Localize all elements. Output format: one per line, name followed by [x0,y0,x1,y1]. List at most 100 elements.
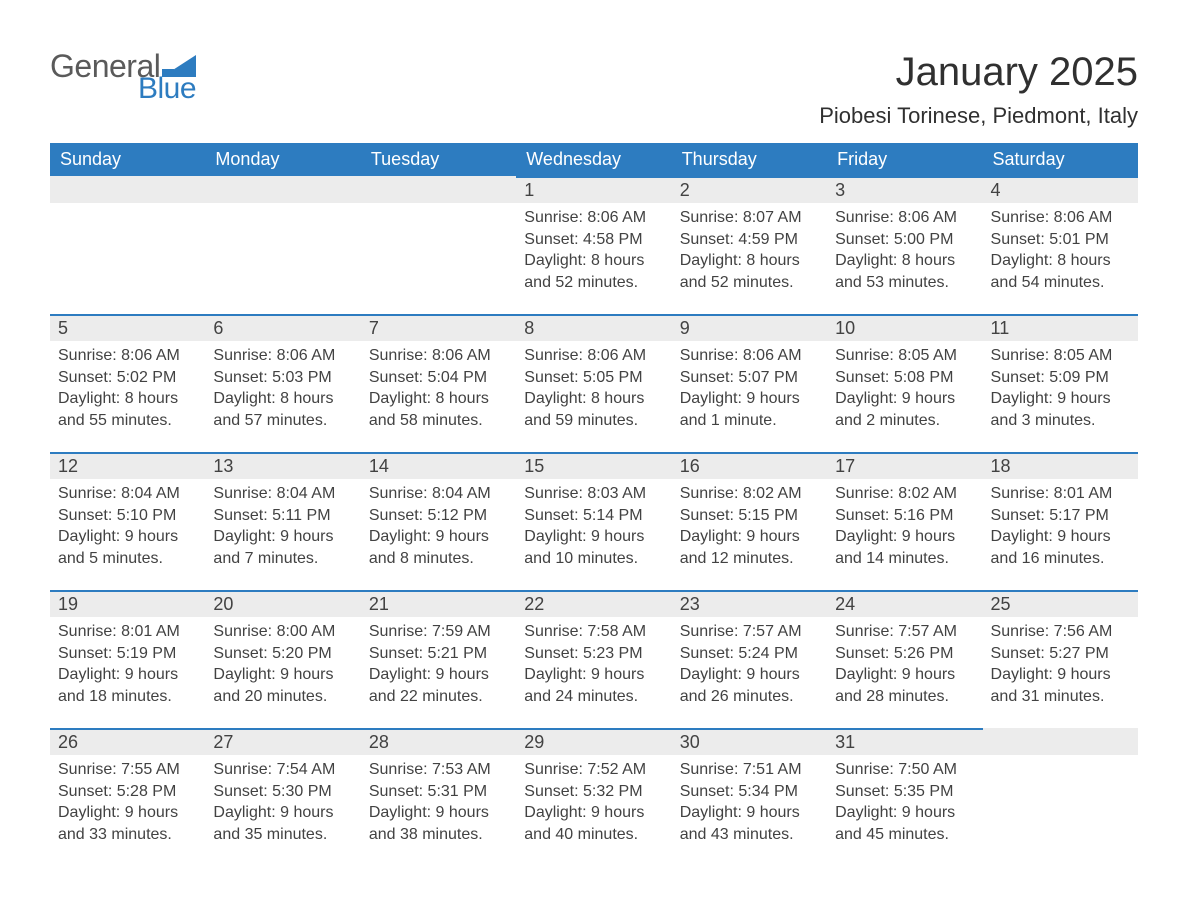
sunset-text: Sunset: 5:03 PM [213,367,352,389]
sunrise-text: Sunrise: 7:51 AM [680,759,819,781]
calendar-cell [50,176,205,314]
day-details: Sunrise: 8:06 AMSunset: 4:58 PMDaylight:… [516,203,671,293]
day-number: 15 [516,452,671,479]
daylight-text-1: Daylight: 8 hours [213,388,352,410]
daylight-text-2: and 7 minutes. [213,548,352,570]
day-details: Sunrise: 7:59 AMSunset: 5:21 PMDaylight:… [361,617,516,707]
sunset-text: Sunset: 5:04 PM [369,367,508,389]
sunset-text: Sunset: 5:28 PM [58,781,197,803]
calendar-cell [983,728,1138,866]
calendar-week-row: 5Sunrise: 8:06 AMSunset: 5:02 PMDaylight… [50,314,1138,452]
sunset-text: Sunset: 5:08 PM [835,367,974,389]
day-number: 2 [672,176,827,203]
day-number: 3 [827,176,982,203]
calendar-cell: 21Sunrise: 7:59 AMSunset: 5:21 PMDayligh… [361,590,516,728]
daylight-text-1: Daylight: 9 hours [58,802,197,824]
daylight-text-2: and 2 minutes. [835,410,974,432]
daylight-text-1: Daylight: 9 hours [524,526,663,548]
calendar-cell: 10Sunrise: 8:05 AMSunset: 5:08 PMDayligh… [827,314,982,452]
sunset-text: Sunset: 5:32 PM [524,781,663,803]
daylight-text-1: Daylight: 9 hours [991,388,1130,410]
day-details: Sunrise: 8:03 AMSunset: 5:14 PMDaylight:… [516,479,671,569]
sunset-text: Sunset: 5:21 PM [369,643,508,665]
sunrise-text: Sunrise: 8:06 AM [213,345,352,367]
sunset-text: Sunset: 5:15 PM [680,505,819,527]
calendar-cell: 14Sunrise: 8:04 AMSunset: 5:12 PMDayligh… [361,452,516,590]
calendar-cell: 18Sunrise: 8:01 AMSunset: 5:17 PMDayligh… [983,452,1138,590]
daylight-text-2: and 52 minutes. [524,272,663,294]
sunset-text: Sunset: 5:24 PM [680,643,819,665]
daylight-text-2: and 8 minutes. [369,548,508,570]
empty-day [983,728,1138,755]
sunset-text: Sunset: 4:59 PM [680,229,819,251]
daylight-text-2: and 14 minutes. [835,548,974,570]
weekday-header: Wednesday [516,143,671,176]
daylight-text-2: and 33 minutes. [58,824,197,846]
daylight-text-1: Daylight: 9 hours [213,664,352,686]
day-details: Sunrise: 8:01 AMSunset: 5:19 PMDaylight:… [50,617,205,707]
calendar-cell: 16Sunrise: 8:02 AMSunset: 5:15 PMDayligh… [672,452,827,590]
day-number: 31 [827,728,982,755]
daylight-text-1: Daylight: 9 hours [58,664,197,686]
empty-day [205,176,360,203]
sunset-text: Sunset: 5:26 PM [835,643,974,665]
day-details: Sunrise: 7:58 AMSunset: 5:23 PMDaylight:… [516,617,671,707]
sunset-text: Sunset: 5:34 PM [680,781,819,803]
daylight-text-1: Daylight: 8 hours [58,388,197,410]
location-subtitle: Piobesi Torinese, Piedmont, Italy [819,103,1138,129]
day-number: 1 [516,176,671,203]
day-number: 10 [827,314,982,341]
daylight-text-1: Daylight: 9 hours [369,664,508,686]
day-number: 22 [516,590,671,617]
calendar-cell: 13Sunrise: 8:04 AMSunset: 5:11 PMDayligh… [205,452,360,590]
daylight-text-2: and 45 minutes. [835,824,974,846]
sunrise-text: Sunrise: 7:53 AM [369,759,508,781]
calendar-cell: 29Sunrise: 7:52 AMSunset: 5:32 PMDayligh… [516,728,671,866]
calendar-cell: 23Sunrise: 7:57 AMSunset: 5:24 PMDayligh… [672,590,827,728]
header: General Blue January 2025 Piobesi Torine… [50,50,1138,139]
calendar-week-row: 19Sunrise: 8:01 AMSunset: 5:19 PMDayligh… [50,590,1138,728]
sunrise-text: Sunrise: 8:02 AM [835,483,974,505]
calendar-cell: 6Sunrise: 8:06 AMSunset: 5:03 PMDaylight… [205,314,360,452]
calendar-cell: 24Sunrise: 7:57 AMSunset: 5:26 PMDayligh… [827,590,982,728]
sunrise-text: Sunrise: 8:06 AM [524,207,663,229]
day-number: 30 [672,728,827,755]
weekday-header: Friday [827,143,982,176]
sunset-text: Sunset: 5:19 PM [58,643,197,665]
day-details: Sunrise: 8:05 AMSunset: 5:09 PMDaylight:… [983,341,1138,431]
day-details: Sunrise: 7:53 AMSunset: 5:31 PMDaylight:… [361,755,516,845]
day-number: 26 [50,728,205,755]
calendar-cell: 8Sunrise: 8:06 AMSunset: 5:05 PMDaylight… [516,314,671,452]
sunrise-text: Sunrise: 8:06 AM [991,207,1130,229]
calendar-week-row: 26Sunrise: 7:55 AMSunset: 5:28 PMDayligh… [50,728,1138,866]
day-number: 23 [672,590,827,617]
calendar-cell: 4Sunrise: 8:06 AMSunset: 5:01 PMDaylight… [983,176,1138,314]
sunrise-text: Sunrise: 8:06 AM [835,207,974,229]
calendar-cell: 28Sunrise: 7:53 AMSunset: 5:31 PMDayligh… [361,728,516,866]
daylight-text-2: and 24 minutes. [524,686,663,708]
sunset-text: Sunset: 5:20 PM [213,643,352,665]
weekday-header: Sunday [50,143,205,176]
daylight-text-1: Daylight: 9 hours [991,526,1130,548]
sunset-text: Sunset: 5:23 PM [524,643,663,665]
sunrise-text: Sunrise: 8:04 AM [213,483,352,505]
sunset-text: Sunset: 5:12 PM [369,505,508,527]
daylight-text-1: Daylight: 9 hours [680,802,819,824]
day-number: 28 [361,728,516,755]
daylight-text-2: and 28 minutes. [835,686,974,708]
daylight-text-2: and 16 minutes. [991,548,1130,570]
brand-word2: Blue [138,74,196,104]
sunset-text: Sunset: 5:31 PM [369,781,508,803]
day-details: Sunrise: 7:54 AMSunset: 5:30 PMDaylight:… [205,755,360,845]
calendar-cell: 7Sunrise: 8:06 AMSunset: 5:04 PMDaylight… [361,314,516,452]
daylight-text-1: Daylight: 9 hours [58,526,197,548]
sunrise-text: Sunrise: 8:04 AM [369,483,508,505]
calendar-cell: 22Sunrise: 7:58 AMSunset: 5:23 PMDayligh… [516,590,671,728]
daylight-text-2: and 43 minutes. [680,824,819,846]
calendar-cell: 1Sunrise: 8:06 AMSunset: 4:58 PMDaylight… [516,176,671,314]
calendar-cell: 25Sunrise: 7:56 AMSunset: 5:27 PMDayligh… [983,590,1138,728]
sunrise-text: Sunrise: 7:58 AM [524,621,663,643]
day-details: Sunrise: 7:57 AMSunset: 5:24 PMDaylight:… [672,617,827,707]
calendar-table: Sunday Monday Tuesday Wednesday Thursday… [50,143,1138,866]
daylight-text-2: and 18 minutes. [58,686,197,708]
